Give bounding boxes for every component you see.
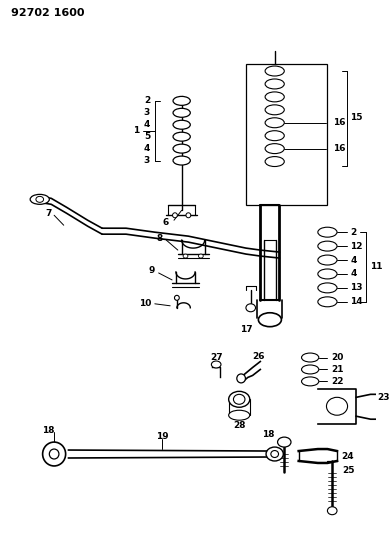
Ellipse shape	[318, 269, 337, 279]
Ellipse shape	[301, 365, 319, 374]
Text: 4: 4	[350, 270, 357, 278]
Text: 25: 25	[342, 466, 354, 475]
Bar	[246, 64, 327, 205]
Text: 8: 8	[156, 233, 163, 243]
Ellipse shape	[265, 79, 284, 89]
Text: 6: 6	[163, 218, 169, 227]
Ellipse shape	[30, 195, 49, 204]
Text: 13: 13	[350, 284, 363, 293]
Ellipse shape	[301, 377, 319, 386]
Text: 7: 7	[45, 209, 51, 218]
Ellipse shape	[318, 241, 337, 251]
Ellipse shape	[237, 374, 246, 383]
Ellipse shape	[229, 391, 250, 407]
Text: 24: 24	[341, 451, 353, 461]
Text: 18: 18	[262, 430, 275, 439]
Text: 16: 16	[333, 118, 346, 127]
Text: 27: 27	[210, 353, 223, 362]
Ellipse shape	[265, 131, 284, 141]
Text: 4: 4	[143, 144, 150, 153]
Ellipse shape	[173, 132, 190, 141]
Ellipse shape	[173, 120, 190, 129]
Ellipse shape	[318, 297, 337, 307]
Ellipse shape	[173, 96, 190, 106]
Ellipse shape	[233, 394, 245, 404]
Text: 18: 18	[42, 426, 54, 434]
Text: 21: 21	[331, 365, 344, 374]
Ellipse shape	[318, 227, 337, 237]
Text: 17: 17	[240, 325, 253, 334]
Text: 20: 20	[331, 353, 344, 362]
Ellipse shape	[172, 213, 178, 218]
Ellipse shape	[301, 353, 319, 362]
Ellipse shape	[246, 304, 255, 312]
Text: 15: 15	[350, 114, 363, 122]
Ellipse shape	[265, 157, 284, 166]
Text: 16: 16	[333, 144, 346, 153]
Ellipse shape	[174, 295, 179, 300]
Ellipse shape	[265, 66, 284, 76]
Ellipse shape	[265, 105, 284, 115]
Ellipse shape	[229, 410, 250, 420]
Ellipse shape	[212, 361, 221, 368]
Ellipse shape	[327, 507, 337, 515]
Text: 14: 14	[350, 297, 363, 306]
Text: 19: 19	[156, 432, 169, 441]
Ellipse shape	[199, 254, 203, 258]
Text: 3: 3	[144, 156, 150, 165]
Text: 1: 1	[133, 126, 140, 135]
Text: 5: 5	[144, 132, 150, 141]
Text: 10: 10	[138, 300, 151, 308]
Text: 3: 3	[144, 108, 150, 117]
Ellipse shape	[318, 283, 337, 293]
Text: 23: 23	[377, 393, 390, 402]
Text: 9: 9	[149, 266, 155, 276]
Text: 12: 12	[350, 241, 363, 251]
Ellipse shape	[173, 144, 190, 153]
Ellipse shape	[326, 397, 348, 415]
Ellipse shape	[186, 213, 191, 218]
Ellipse shape	[43, 442, 66, 466]
Text: 4: 4	[350, 255, 357, 264]
Ellipse shape	[265, 92, 284, 102]
Ellipse shape	[265, 144, 284, 154]
Text: 92702 1600: 92702 1600	[11, 9, 84, 18]
Ellipse shape	[266, 447, 283, 461]
Ellipse shape	[278, 437, 291, 447]
Text: 22: 22	[331, 377, 344, 386]
Text: 2: 2	[144, 96, 150, 106]
Text: 28: 28	[233, 421, 246, 430]
Ellipse shape	[183, 254, 188, 258]
Ellipse shape	[265, 118, 284, 128]
Text: 26: 26	[253, 352, 265, 361]
Ellipse shape	[271, 450, 278, 457]
Text: 2: 2	[350, 228, 357, 237]
Text: 11: 11	[369, 262, 382, 271]
Ellipse shape	[49, 449, 59, 459]
Ellipse shape	[36, 196, 43, 203]
Ellipse shape	[173, 156, 190, 165]
Text: 4: 4	[143, 120, 150, 129]
Ellipse shape	[258, 313, 282, 327]
Ellipse shape	[173, 108, 190, 117]
Ellipse shape	[318, 255, 337, 265]
